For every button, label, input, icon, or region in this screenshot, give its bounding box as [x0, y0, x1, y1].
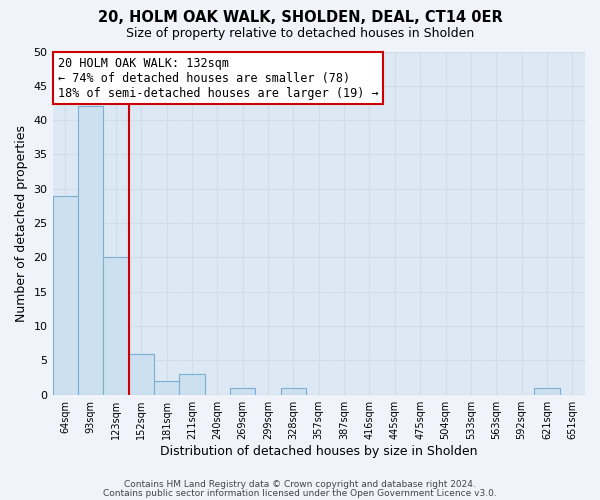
Bar	[179, 374, 205, 394]
Bar	[281, 388, 306, 394]
Bar	[534, 388, 560, 394]
Bar	[53, 196, 78, 394]
Text: 20, HOLM OAK WALK, SHOLDEN, DEAL, CT14 0ER: 20, HOLM OAK WALK, SHOLDEN, DEAL, CT14 0…	[98, 10, 502, 25]
Bar	[78, 106, 103, 395]
Text: Contains public sector information licensed under the Open Government Licence v3: Contains public sector information licen…	[103, 488, 497, 498]
Bar	[128, 354, 154, 395]
Bar	[103, 258, 128, 394]
Bar	[230, 388, 256, 394]
X-axis label: Distribution of detached houses by size in Sholden: Distribution of detached houses by size …	[160, 444, 478, 458]
Text: Contains HM Land Registry data © Crown copyright and database right 2024.: Contains HM Land Registry data © Crown c…	[124, 480, 476, 489]
Y-axis label: Number of detached properties: Number of detached properties	[15, 124, 28, 322]
Text: 20 HOLM OAK WALK: 132sqm
← 74% of detached houses are smaller (78)
18% of semi-d: 20 HOLM OAK WALK: 132sqm ← 74% of detach…	[58, 56, 379, 100]
Bar	[154, 381, 179, 394]
Text: Size of property relative to detached houses in Sholden: Size of property relative to detached ho…	[126, 28, 474, 40]
